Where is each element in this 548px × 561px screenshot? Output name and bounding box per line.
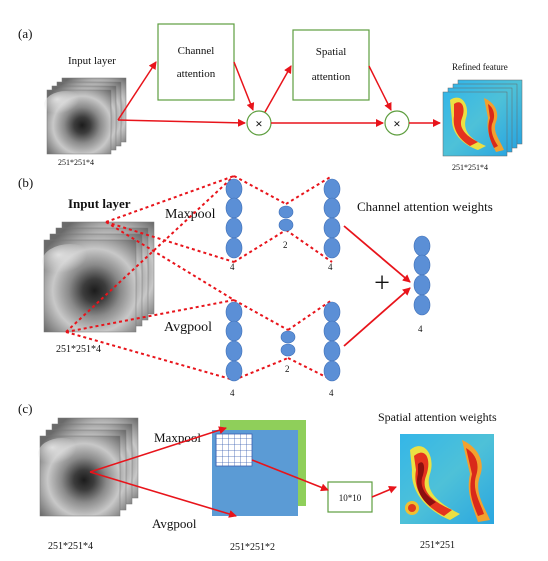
spatial-box-line1: Spatial	[316, 46, 347, 58]
panel-b-dotted-links	[65, 175, 333, 381]
plus-symbol: +	[374, 268, 390, 299]
avgpool-label-c: Avgpool	[152, 516, 197, 531]
spatial-weights-label: Spatial attention weights	[378, 410, 497, 424]
channel-box-line1: Channel	[178, 45, 215, 57]
panel-b-label: (b)	[18, 175, 33, 190]
panel-a-output-dims: 251*251*4	[452, 163, 488, 172]
panel-c-label: (c)	[18, 401, 32, 416]
spatial-weights-map	[400, 434, 494, 524]
panel-a-arrows	[117, 61, 441, 127]
panel-b-input-dims: 251*251*4	[56, 344, 101, 355]
panel-a-input-label: Input layer	[68, 55, 116, 67]
panel-c-concat-dims: 251*251*2	[230, 542, 275, 553]
channel-weight-count: 4	[418, 324, 423, 334]
multiply-symbol-2: ×	[393, 116, 400, 131]
panel-a-input-stack	[44, 77, 127, 155]
spatial-attention-box	[292, 29, 370, 101]
conv-kernel-grid	[215, 433, 253, 467]
maxpool-nodes	[225, 178, 341, 259]
channel-weights-label: Channel attention weights	[357, 199, 493, 214]
panel-c-input-dims: 251*251*4	[48, 541, 93, 552]
panel-c-arrows	[89, 426, 397, 518]
avgpool-count-mid: 2	[285, 364, 290, 374]
avgpool-count-left: 4	[230, 388, 235, 398]
channel-attention-box	[157, 23, 235, 101]
panel-c-output-dims: 251*251	[420, 540, 455, 551]
avgpool-nodes	[225, 301, 341, 382]
channel-box-line2: attention	[177, 68, 216, 80]
maxpool-label-c: Maxpool	[154, 430, 201, 445]
panel-a-output-stack	[442, 79, 523, 157]
maxpool-label-b: Maxpool	[165, 207, 216, 222]
panel-a-output-label: Refined feature	[452, 62, 508, 72]
maxpool-count-left: 4	[230, 262, 235, 272]
panel-b-input-stack	[42, 221, 155, 333]
panel-b: (b) Input layer 251*251*4 Maxpool Avgpoo…	[18, 175, 493, 398]
panel-a: (a) Input layer 251*251*4 Channel attent…	[18, 23, 523, 172]
panel-a-input-dims: 251*251*4	[58, 158, 94, 167]
panel-a-label: (a)	[18, 26, 32, 41]
multiply-symbol-1: ×	[255, 116, 262, 131]
channel-weight-nodes	[413, 235, 431, 316]
conv-box-label: 10*10	[339, 493, 362, 503]
panel-b-arrows	[343, 225, 411, 347]
spatial-box-line2: attention	[312, 71, 351, 83]
maxpool-count-mid: 2	[283, 240, 288, 250]
panel-c: (c) 251*251*4 Maxpool Avgpool 251*251*2 …	[18, 401, 497, 553]
avgpool-label-b: Avgpool	[164, 320, 212, 335]
panel-b-input-label: Input layer	[68, 196, 131, 211]
panel-c-input-stack	[38, 417, 139, 517]
maxpool-count-right: 4	[328, 262, 333, 272]
avgpool-count-right: 4	[329, 388, 334, 398]
